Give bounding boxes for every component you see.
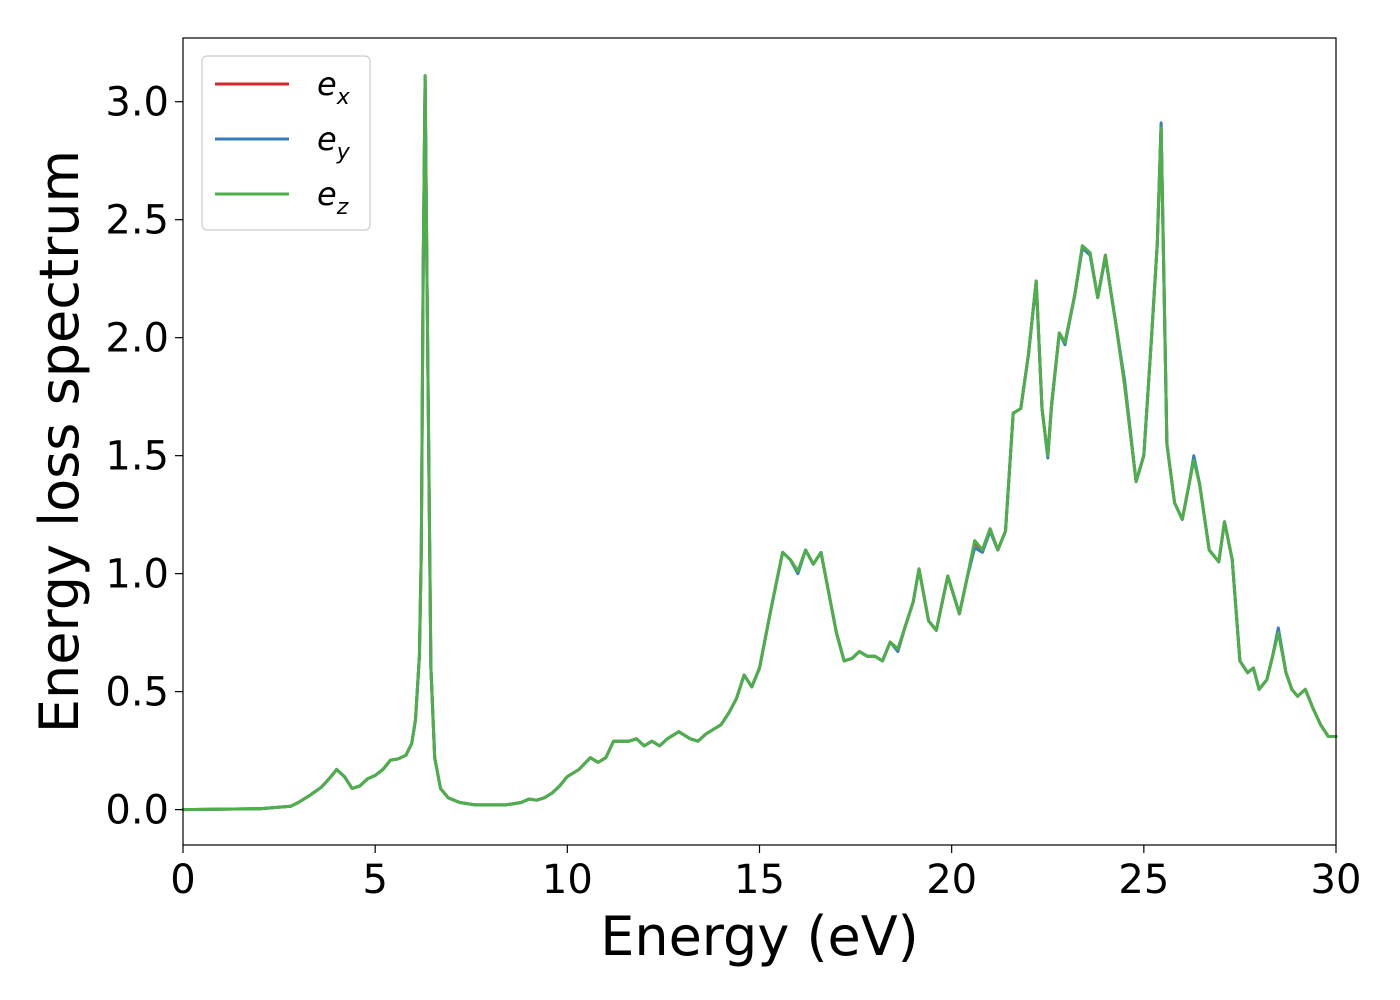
series-layer — [181, 74, 1338, 812]
y-tick-label: 2.5 — [105, 198, 169, 244]
y-axis: 0.0 0.5 1.0 1.5 2.0 2.5 3.0 — [105, 80, 183, 834]
x-tick-label: 0 — [170, 857, 195, 903]
x-axis-label: Energy (eV) — [600, 905, 919, 968]
y-tick-label: 3.0 — [105, 80, 169, 126]
y-tick-label: 1.5 — [105, 434, 169, 480]
legend-box — [201, 55, 371, 231]
y-tick-label: 2.0 — [105, 316, 169, 362]
x-tick-label: 10 — [542, 857, 593, 903]
legend-label-base: e — [317, 120, 337, 158]
legend-label-subscript: z — [336, 195, 349, 220]
legend-label: ey — [317, 120, 351, 165]
y-tick-label: 0.5 — [105, 670, 169, 716]
x-tick-label: 25 — [1118, 857, 1169, 903]
y-tick-label: 0.0 — [105, 788, 169, 834]
legend-label-base: e — [317, 175, 337, 213]
series-line-e-z — [181, 74, 1338, 812]
y-tick-label: 1.0 — [105, 552, 169, 598]
x-tick-label: 30 — [1311, 857, 1362, 903]
legend-label: ex — [317, 65, 351, 110]
legend-label-subscript: x — [336, 85, 351, 110]
legend-label: ez — [317, 175, 349, 220]
legend-label-base: e — [317, 65, 337, 103]
x-tick-label: 15 — [734, 857, 785, 903]
legend-label-subscript: y — [336, 140, 351, 165]
x-tick-label: 20 — [926, 857, 977, 903]
x-axis: 0 5 10 15 20 25 30 — [170, 845, 1361, 903]
y-axis-label: Energy loss spectrum — [28, 150, 91, 733]
x-tick-label: 5 — [362, 857, 387, 903]
